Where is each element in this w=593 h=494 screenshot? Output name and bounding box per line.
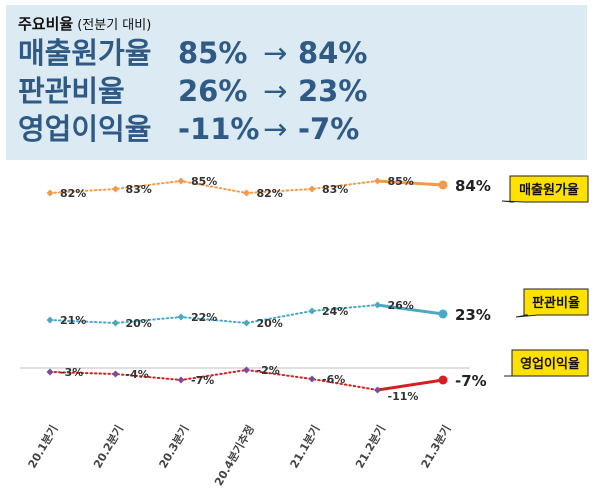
legend-label: 판관비율 bbox=[532, 295, 580, 311]
data-point-core bbox=[178, 377, 184, 383]
data-point bbox=[438, 375, 448, 385]
series-line-latest bbox=[377, 303, 444, 316]
summary-title: 주요비율 (전분기 대비) bbox=[18, 13, 151, 34]
data-label: -2% bbox=[257, 364, 280, 377]
series-line-dotted bbox=[49, 304, 379, 325]
data-label: 20% bbox=[257, 317, 283, 330]
data-label: -4% bbox=[126, 368, 149, 381]
data-label: -7% bbox=[455, 372, 487, 390]
legend-callout bbox=[504, 349, 589, 377]
arrow-icon: → bbox=[263, 112, 288, 146]
data-label: 82% bbox=[60, 187, 86, 200]
data-label: 22% bbox=[191, 311, 217, 324]
data-point-core bbox=[47, 190, 53, 196]
data-label: 23% bbox=[455, 306, 491, 324]
data-point-core bbox=[375, 387, 380, 393]
data-point-core bbox=[375, 302, 380, 308]
metric-name: 판관비율 bbox=[18, 74, 125, 108]
data-label: 83% bbox=[126, 183, 152, 196]
metric-current: -7% bbox=[298, 112, 360, 146]
data-point-core bbox=[178, 314, 184, 320]
data-point-core bbox=[244, 190, 249, 196]
metric-current: 84% bbox=[298, 36, 368, 70]
x-tick-label: 20.4분기추정 bbox=[211, 423, 257, 489]
data-label: -3% bbox=[60, 366, 83, 379]
data-point bbox=[438, 309, 448, 319]
data-point-core bbox=[178, 178, 184, 184]
data-point-core bbox=[309, 376, 315, 382]
data-point-core bbox=[309, 308, 315, 314]
data-point-core bbox=[113, 186, 118, 192]
data-point-core bbox=[47, 317, 53, 323]
data-label: -7% bbox=[191, 374, 214, 387]
summary-panel: 주요비율 (전분기 대비) 매출원가율 85% → 84% 판관비율 26% → … bbox=[6, 5, 587, 160]
x-tick-label: 21.2분기 bbox=[352, 423, 388, 471]
x-tick-label: 20.3분기 bbox=[156, 423, 192, 471]
data-label: 82% bbox=[257, 187, 283, 200]
metric-current: 23% bbox=[298, 74, 368, 108]
x-tick-label: 20.2분기 bbox=[90, 423, 126, 471]
x-tick-label: 20.1분기 bbox=[25, 423, 61, 471]
data-label: 85% bbox=[191, 175, 217, 188]
summary-title-main: 주요비율 bbox=[18, 15, 74, 33]
data-label: -11% bbox=[388, 390, 419, 403]
data-label: 26% bbox=[388, 299, 414, 312]
metric-previous: 85% bbox=[178, 36, 248, 70]
metric-previous: 26% bbox=[178, 74, 248, 108]
summary-title-sub: (전분기 대비) bbox=[77, 18, 152, 33]
data-point-core bbox=[244, 367, 249, 373]
x-tick-label: 21.1분기 bbox=[287, 423, 323, 471]
series-line-latest bbox=[377, 179, 444, 187]
data-point-core bbox=[47, 369, 53, 375]
series-line-dotted bbox=[49, 368, 379, 391]
arrow-icon: → bbox=[263, 74, 288, 108]
data-label: 24% bbox=[322, 305, 348, 318]
data-point bbox=[438, 180, 448, 190]
arrow-icon: → bbox=[263, 36, 288, 70]
series-line-dotted bbox=[49, 179, 379, 195]
legend-label: 매출원가율 bbox=[519, 182, 579, 198]
data-point-core bbox=[113, 371, 118, 377]
data-label: -6% bbox=[322, 373, 345, 386]
legend-label: 영업이익율 bbox=[520, 356, 580, 372]
metric-previous: -11% bbox=[178, 112, 260, 146]
series-line-latest bbox=[377, 378, 444, 392]
data-label: 20% bbox=[126, 317, 152, 330]
data-point-core bbox=[375, 178, 380, 184]
data-label: 83% bbox=[322, 183, 348, 196]
data-label: 85% bbox=[388, 175, 414, 188]
data-label: 84% bbox=[455, 177, 491, 195]
data-point-core bbox=[113, 320, 118, 326]
data-point-core bbox=[309, 186, 315, 192]
data-label: 21% bbox=[60, 314, 86, 327]
metric-name: 영업이익율 bbox=[18, 112, 152, 146]
x-tick-label: 21.3분기 bbox=[418, 423, 454, 471]
legend-callout bbox=[501, 175, 589, 203]
metric-name: 매출원가율 bbox=[18, 36, 152, 70]
legend-callout bbox=[515, 288, 589, 318]
data-point-core bbox=[244, 320, 249, 326]
